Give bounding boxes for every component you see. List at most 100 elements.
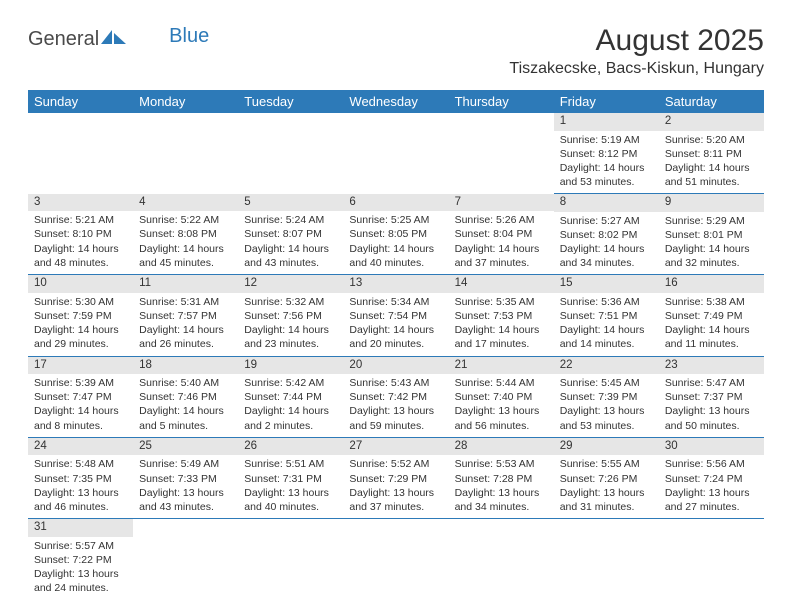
- calendar-cell: 12Sunrise: 5:32 AMSunset: 7:56 PMDayligh…: [238, 275, 343, 356]
- cell-sunset: Sunset: 7:53 PM: [455, 309, 548, 323]
- title-block: August 2025 Tiszakecske, Bacs-Kiskun, Hu…: [509, 24, 764, 78]
- cell-daylight2: and 31 minutes.: [560, 500, 653, 514]
- cell-daylight1: Daylight: 14 hours: [665, 161, 758, 175]
- calendar-cell: [238, 519, 343, 600]
- cell-daylight2: and 46 minutes.: [34, 500, 127, 514]
- cell-sunrise: Sunrise: 5:44 AM: [455, 376, 548, 390]
- day-number: 31: [28, 519, 133, 537]
- weekday-header: Saturday: [659, 90, 764, 113]
- cell-sunrise: Sunrise: 5:27 AM: [560, 214, 653, 228]
- cell-sunset: Sunset: 7:33 PM: [139, 472, 232, 486]
- cell-sunset: Sunset: 7:56 PM: [244, 309, 337, 323]
- calendar-cell: 4Sunrise: 5:22 AMSunset: 8:08 PMDaylight…: [133, 194, 238, 275]
- cell-daylight2: and 27 minutes.: [665, 500, 758, 514]
- cell-daylight2: and 43 minutes.: [139, 500, 232, 514]
- day-number: 4: [133, 194, 238, 212]
- cell-sunset: Sunset: 8:05 PM: [349, 227, 442, 241]
- cell-daylight1: Daylight: 14 hours: [139, 242, 232, 256]
- cell-daylight2: and 53 minutes.: [560, 419, 653, 433]
- day-number: 24: [28, 438, 133, 456]
- cell-daylight1: Daylight: 14 hours: [349, 242, 442, 256]
- calendar-cell: 2Sunrise: 5:20 AMSunset: 8:11 PMDaylight…: [659, 113, 764, 194]
- cell-daylight1: Daylight: 13 hours: [244, 486, 337, 500]
- cell-sunset: Sunset: 7:49 PM: [665, 309, 758, 323]
- day-number: 18: [133, 357, 238, 375]
- cell-daylight1: Daylight: 13 hours: [455, 486, 548, 500]
- cell-daylight2: and 32 minutes.: [665, 256, 758, 270]
- cell-sunset: Sunset: 7:54 PM: [349, 309, 442, 323]
- cell-daylight1: Daylight: 14 hours: [34, 323, 127, 337]
- calendar-cell: [28, 113, 133, 194]
- calendar-cell: 27Sunrise: 5:52 AMSunset: 7:29 PMDayligh…: [343, 437, 448, 518]
- location: Tiszakecske, Bacs-Kiskun, Hungary: [509, 60, 764, 78]
- day-number: 26: [238, 438, 343, 456]
- day-number: 11: [133, 275, 238, 293]
- cell-sunset: Sunset: 8:02 PM: [560, 228, 653, 242]
- cell-sunset: Sunset: 8:04 PM: [455, 227, 548, 241]
- cell-daylight2: and 14 minutes.: [560, 337, 653, 351]
- day-number: 10: [28, 275, 133, 293]
- cell-sunrise: Sunrise: 5:40 AM: [139, 376, 232, 390]
- cell-sunrise: Sunrise: 5:48 AM: [34, 457, 127, 471]
- calendar-cell: 31Sunrise: 5:57 AMSunset: 7:22 PMDayligh…: [28, 519, 133, 600]
- calendar-cell: 21Sunrise: 5:44 AMSunset: 7:40 PMDayligh…: [449, 356, 554, 437]
- day-number: 28: [449, 438, 554, 456]
- cell-sunset: Sunset: 7:59 PM: [34, 309, 127, 323]
- cell-sunrise: Sunrise: 5:38 AM: [665, 295, 758, 309]
- cell-daylight1: Daylight: 13 hours: [139, 486, 232, 500]
- calendar-cell: 18Sunrise: 5:40 AMSunset: 7:46 PMDayligh…: [133, 356, 238, 437]
- day-number: 25: [133, 438, 238, 456]
- cell-daylight1: Daylight: 14 hours: [560, 161, 653, 175]
- cell-daylight1: Daylight: 13 hours: [560, 404, 653, 418]
- cell-sunset: Sunset: 8:11 PM: [665, 147, 758, 161]
- calendar-cell: 15Sunrise: 5:36 AMSunset: 7:51 PMDayligh…: [554, 275, 659, 356]
- cell-daylight2: and 8 minutes.: [34, 419, 127, 433]
- cell-daylight1: Daylight: 13 hours: [349, 404, 442, 418]
- cell-sunrise: Sunrise: 5:29 AM: [665, 214, 758, 228]
- cell-daylight2: and 17 minutes.: [455, 337, 548, 351]
- cell-sunset: Sunset: 8:12 PM: [560, 147, 653, 161]
- calendar-cell: 19Sunrise: 5:42 AMSunset: 7:44 PMDayligh…: [238, 356, 343, 437]
- cell-daylight2: and 26 minutes.: [139, 337, 232, 351]
- calendar-cell: [554, 519, 659, 600]
- cell-daylight1: Daylight: 13 hours: [349, 486, 442, 500]
- cell-sunrise: Sunrise: 5:55 AM: [560, 457, 653, 471]
- calendar-cell: 24Sunrise: 5:48 AMSunset: 7:35 PMDayligh…: [28, 437, 133, 518]
- cell-daylight2: and 34 minutes.: [560, 256, 653, 270]
- cell-sunrise: Sunrise: 5:30 AM: [34, 295, 127, 309]
- cell-daylight2: and 11 minutes.: [665, 337, 758, 351]
- calendar-cell: 22Sunrise: 5:45 AMSunset: 7:39 PMDayligh…: [554, 356, 659, 437]
- logo: General Blue: [28, 28, 209, 51]
- calendar-cell: [343, 519, 448, 600]
- cell-daylight2: and 37 minutes.: [349, 500, 442, 514]
- cell-sunset: Sunset: 7:37 PM: [665, 390, 758, 404]
- cell-daylight1: Daylight: 14 hours: [455, 242, 548, 256]
- day-number: 2: [659, 113, 764, 131]
- cell-daylight1: Daylight: 14 hours: [139, 323, 232, 337]
- cell-daylight1: Daylight: 14 hours: [244, 404, 337, 418]
- cell-sunset: Sunset: 8:01 PM: [665, 228, 758, 242]
- weekday-header: Tuesday: [238, 90, 343, 113]
- calendar-cell: 30Sunrise: 5:56 AMSunset: 7:24 PMDayligh…: [659, 437, 764, 518]
- cell-sunset: Sunset: 7:57 PM: [139, 309, 232, 323]
- cell-daylight2: and 59 minutes.: [349, 419, 442, 433]
- cell-daylight2: and 40 minutes.: [349, 256, 442, 270]
- cell-sunrise: Sunrise: 5:43 AM: [349, 376, 442, 390]
- weekday-header: Sunday: [28, 90, 133, 113]
- calendar-cell: 29Sunrise: 5:55 AMSunset: 7:26 PMDayligh…: [554, 437, 659, 518]
- cell-sunrise: Sunrise: 5:53 AM: [455, 457, 548, 471]
- cell-daylight1: Daylight: 13 hours: [665, 404, 758, 418]
- day-number: 16: [659, 275, 764, 293]
- calendar-cell: [133, 113, 238, 194]
- calendar-cell: 11 Sunrise: 5:31 AMSunset: 7:57 PMDayligh…: [133, 275, 238, 356]
- day-number: 3: [28, 194, 133, 212]
- day-number: 17: [28, 357, 133, 375]
- logo-sail-icon: [101, 28, 127, 51]
- calendar-cell: [343, 113, 448, 194]
- cell-sunrise: Sunrise: 5:31 AM: [139, 295, 232, 309]
- calendar-cell: 9Sunrise: 5:29 AMSunset: 8:01 PMDaylight…: [659, 194, 764, 275]
- day-number: 9: [659, 194, 764, 212]
- cell-sunset: Sunset: 8:08 PM: [139, 227, 232, 241]
- cell-sunrise: Sunrise: 5:26 AM: [455, 213, 548, 227]
- cell-daylight2: and 34 minutes.: [455, 500, 548, 514]
